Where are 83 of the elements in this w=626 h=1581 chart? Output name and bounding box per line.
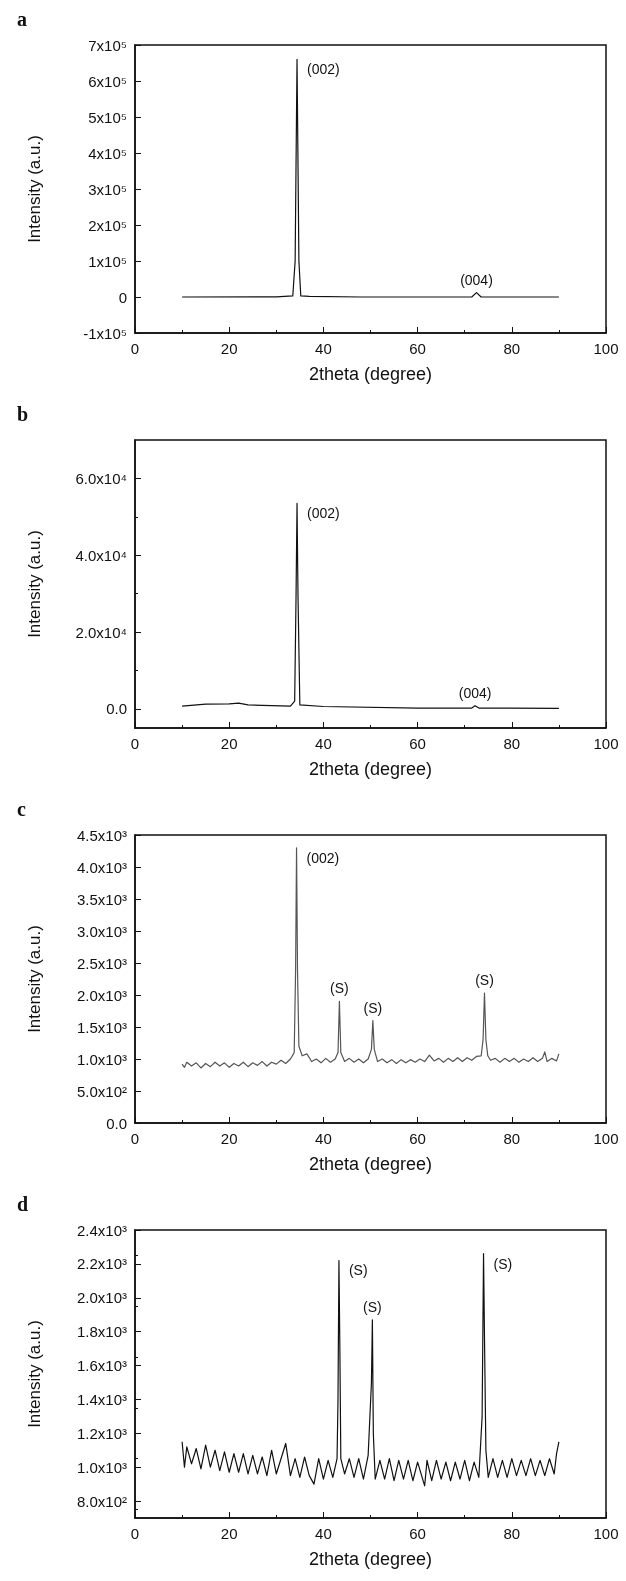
y-tick-label: 1.4x10³ — [76, 1390, 127, 1408]
y-tick-label: 6.0x10⁴ — [75, 469, 127, 487]
line-series — [181, 1253, 560, 1487]
x-tick-label: 100 — [593, 1525, 619, 1542]
y-tick-label: 1.6x10³ — [76, 1357, 127, 1375]
y-tick-label: 3x10⁵ — [88, 180, 127, 198]
y-tick-label: 5.0x10² — [76, 1082, 127, 1100]
annotation: (004) — [460, 271, 493, 288]
y-tick-label: 4.0x10⁴ — [75, 546, 127, 564]
x-tick-label: 20 — [220, 340, 238, 357]
y-axis-title: Intensity (a.u.) — [25, 1320, 44, 1428]
chart-title: a — [17, 8, 27, 30]
x-tick-label: 40 — [315, 340, 332, 357]
y-tick-label: 2.2x10³ — [76, 1255, 127, 1273]
x-tick-label: 80 — [503, 735, 521, 752]
line-series — [181, 58, 560, 298]
y-axis-title: Intensity (a.u.) — [25, 925, 44, 1033]
x-tick-label: 100 — [593, 340, 619, 357]
annotation: (004) — [458, 684, 492, 701]
y-tick-label: 8.0x10² — [76, 1492, 127, 1510]
y-tick-label: 0.0 — [106, 700, 127, 718]
line-series — [181, 502, 560, 710]
x-tick-label: 60 — [409, 735, 426, 752]
y-tick-label: 1.8x10³ — [76, 1323, 127, 1341]
chart-title: d — [17, 1193, 29, 1215]
x-tick-label: 20 — [220, 1525, 238, 1542]
annotation: (002) — [306, 849, 340, 866]
x-axis-title: 2theta (degree) — [308, 1549, 433, 1569]
annotation: (S) — [330, 980, 349, 997]
y-tick-label: 6x10⁵ — [88, 72, 127, 90]
y-tick-label: 5x10⁵ — [88, 108, 127, 126]
y-tick-label: 1x10⁵ — [88, 252, 127, 270]
x-tick-label: 40 — [315, 735, 332, 752]
y-tick-label: -1x10⁵ — [83, 324, 127, 342]
x-tick-label: 80 — [503, 340, 521, 357]
y-tick-label: 1.0x10³ — [76, 1458, 127, 1476]
x-tick-label: 0 — [130, 735, 140, 752]
y-tick-label: 4.0x10³ — [76, 858, 127, 876]
y-tick-label: 2.5x10³ — [76, 954, 127, 972]
y-tick-label: 2.4x10³ — [76, 1221, 127, 1239]
x-tick-label: 100 — [593, 1130, 619, 1147]
annotation: (S) — [493, 1255, 513, 1272]
x-tick-label: 40 — [315, 1525, 332, 1542]
annotation: (002) — [307, 61, 340, 78]
x-tick-label: 0 — [130, 340, 140, 357]
annotation: (002) — [307, 505, 340, 522]
y-tick-label: 0.0 — [106, 1114, 127, 1132]
y-tick-label: 2.0x10³ — [76, 986, 127, 1004]
chart-title: c — [17, 798, 26, 820]
y-axis-title: Intensity (a.u.) — [25, 135, 44, 243]
y-tick-label: 2.0x10⁴ — [75, 623, 127, 641]
y-tick-label: 2x10⁵ — [88, 216, 127, 234]
x-axis-title: 2theta (degree) — [308, 759, 433, 779]
y-tick-label: 2.0x10³ — [76, 1289, 127, 1307]
x-tick-label: 60 — [409, 1525, 426, 1542]
annotation: (S) — [348, 1262, 368, 1279]
y-tick-label: 4x10⁵ — [88, 144, 127, 162]
x-tick-label: 20 — [220, 735, 238, 752]
x-axis-title: 2theta (degree) — [308, 364, 433, 384]
y-axis-title: Intensity (a.u.) — [25, 530, 44, 638]
x-tick-label: 100 — [593, 735, 619, 752]
x-tick-label: 40 — [315, 1130, 332, 1147]
chart-title: b — [17, 403, 29, 425]
x-tick-label: 0 — [130, 1130, 140, 1147]
x-axis-title: 2theta (degree) — [308, 1154, 433, 1174]
x-tick-label: 60 — [409, 340, 426, 357]
y-tick-label: 0 — [118, 288, 127, 306]
y-tick-label: 3.0x10³ — [76, 922, 127, 940]
y-tick-label: 1.2x10³ — [76, 1424, 127, 1442]
x-tick-label: 60 — [409, 1130, 426, 1147]
x-tick-label: 80 — [503, 1525, 521, 1542]
y-tick-label: 1.0x10³ — [76, 1050, 127, 1068]
line-series — [181, 847, 560, 1069]
x-tick-label: 0 — [130, 1525, 140, 1542]
annotation: (S) — [363, 1298, 382, 1315]
x-tick-label: 80 — [503, 1130, 521, 1147]
y-tick-label: 1.5x10³ — [76, 1018, 127, 1036]
annotation: (S) — [363, 999, 383, 1016]
annotation: (S) — [475, 972, 494, 989]
y-tick-label: 7x10⁵ — [88, 36, 127, 54]
y-tick-label: 4.5x10³ — [76, 826, 127, 844]
y-tick-label: 3.5x10³ — [76, 890, 127, 908]
x-tick-label: 20 — [220, 1130, 238, 1147]
